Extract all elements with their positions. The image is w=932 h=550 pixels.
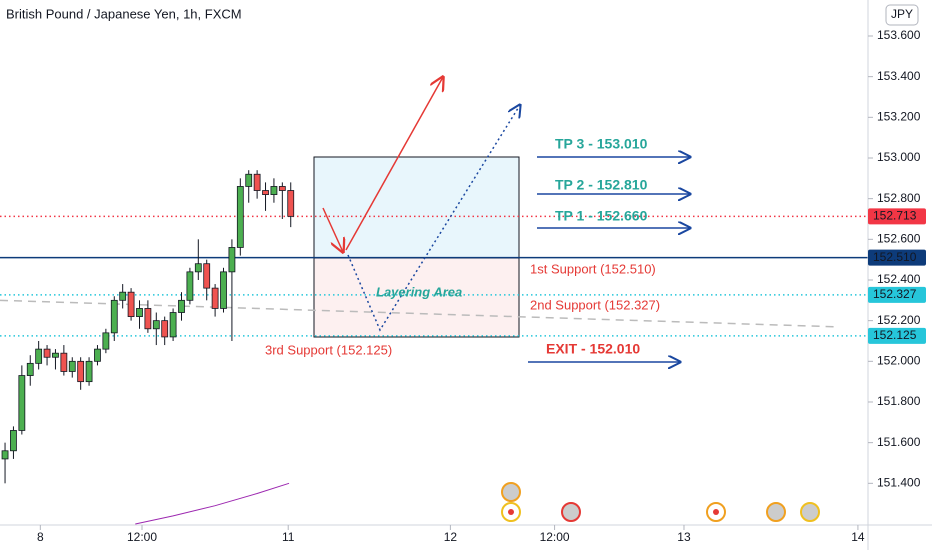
candle-body [194, 263, 202, 273]
price-badge-label: 152.510 [873, 250, 917, 264]
annotation: 1st Support (152.510) [530, 261, 656, 276]
price-badge [868, 327, 926, 344]
y-tick-label: 153.600 [877, 28, 921, 42]
arrow [347, 105, 520, 332]
price-badge [868, 249, 926, 266]
price-badge [868, 208, 926, 225]
price-badge-label: 152.713 [873, 209, 917, 223]
x-tick-label: 13 [677, 530, 691, 544]
candle-body [68, 360, 76, 372]
candle-body [136, 308, 143, 317]
price-badge [868, 286, 926, 303]
x-tick-label: 8 [37, 530, 44, 544]
annotation: TP 3 - 153.010 [555, 136, 648, 152]
candle-body [245, 173, 253, 187]
x-tick-label: 14 [851, 530, 865, 544]
event-icon [508, 509, 514, 515]
candle-body [169, 312, 177, 338]
candle-body [26, 362, 34, 376]
y-tick-label: 151.800 [877, 394, 921, 408]
candle-body [253, 173, 261, 191]
candle-body [228, 247, 236, 273]
candle-body [186, 271, 194, 301]
candle-body [94, 348, 101, 362]
x-tick-label: 12 [444, 530, 458, 544]
y-tick-label: 152.600 [877, 231, 921, 245]
plot-area [0, 156, 868, 525]
x-tick-label: 11 [282, 530, 295, 544]
candle-body [1, 450, 9, 460]
candle-body [270, 186, 278, 195]
annotation: TP 1 - 152.660 [555, 208, 648, 224]
candle-body [161, 320, 169, 338]
candle-body [85, 360, 93, 383]
arrow [322, 207, 343, 252]
candle-body [43, 348, 51, 358]
candle-body [152, 320, 160, 330]
candle-body [18, 375, 26, 431]
price-badge-label: 152.327 [873, 287, 917, 301]
candle-body [127, 291, 135, 317]
y-tick-label: 153.200 [877, 109, 921, 123]
candle-body [10, 430, 17, 452]
candle-body [60, 352, 68, 372]
candle-body [35, 348, 43, 364]
y-tick-label: 153.000 [877, 150, 921, 164]
annotations: TP 3 - 153.010 TP 2 - 152.810 TP 1 - 152… [265, 77, 820, 522]
x-tick-label: 12:00 [540, 530, 570, 544]
x-tick-label: 12:00 [127, 530, 157, 544]
candle-body [287, 190, 295, 217]
arrow [345, 77, 443, 251]
candle-body [262, 190, 269, 195]
candle-body [119, 291, 127, 301]
candle-body [203, 263, 211, 289]
event-icon [561, 502, 581, 522]
y-tick-label: 152.200 [877, 313, 921, 327]
target-box [313, 156, 520, 259]
candle-body [236, 186, 244, 248]
y-tick-label: 151.600 [877, 435, 921, 449]
candle-body [178, 299, 185, 313]
event-icon [713, 509, 719, 515]
annotation: EXIT - 152.010 [546, 341, 640, 357]
y-tick-label: 153.400 [877, 69, 921, 83]
candle-body [144, 308, 152, 330]
event-icon [501, 482, 521, 502]
candle-body [102, 332, 110, 350]
event-icon [800, 502, 820, 522]
candle-body [77, 360, 85, 383]
y-tick-label: 152.800 [877, 191, 921, 205]
candle-body [278, 186, 286, 191]
candle-body [220, 271, 227, 309]
y-tick-label: 151.400 [877, 475, 921, 489]
annotation: 3rd Support (152.125) [265, 342, 392, 357]
candle-body [211, 287, 219, 309]
price-badge-label: 152.125 [873, 328, 917, 342]
event-icons [501, 482, 820, 522]
moving-average [135, 482, 290, 525]
candle-body [52, 352, 59, 358]
annotation: 2nd Support (152.327) [530, 297, 660, 312]
candle-body [110, 299, 118, 334]
annotation: TP 2 - 152.810 [555, 177, 648, 193]
y-tick-label: 152.400 [877, 272, 921, 286]
chart-title: British Pound / Japanese Yen, 1h, FXCM [6, 6, 242, 21]
y-tick-label: 152.000 [877, 353, 921, 367]
currency-button[interactable] [885, 4, 919, 26]
annotation: Layering Area [376, 284, 462, 299]
currency-label[interactable]: JPY [891, 7, 913, 21]
event-icon [766, 502, 786, 522]
